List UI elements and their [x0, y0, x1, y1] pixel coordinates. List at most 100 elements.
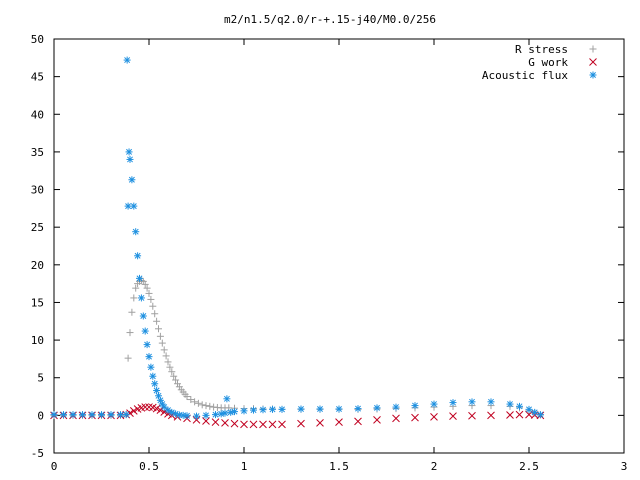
data-point: [515, 410, 524, 419]
data-point: [88, 411, 96, 419]
x-tick: 1.5: [329, 39, 349, 473]
legend-marker: [589, 45, 597, 53]
data-point: [230, 419, 239, 428]
data-point: [130, 294, 138, 302]
data-point: [174, 380, 181, 388]
data-point: [297, 419, 305, 428]
data-point: [211, 418, 220, 426]
data-point: [449, 399, 457, 407]
data-point: [151, 380, 159, 388]
data-point: [160, 403, 168, 411]
legend-marker: [589, 58, 597, 66]
data-point: [126, 329, 134, 337]
data-point: [191, 398, 199, 406]
y-tick: -5: [31, 447, 624, 460]
data-point: [107, 411, 115, 419]
x-tick-label: 0: [51, 460, 58, 473]
data-point: [147, 295, 155, 303]
legend-entry: G work: [528, 56, 597, 69]
data-point: [156, 396, 164, 404]
data-point: [430, 413, 438, 421]
chart-title: m2/n1.5/q2.0/r-+.15-j40/M0.0/256: [224, 13, 436, 26]
data-point: [129, 406, 138, 415]
data-point: [316, 405, 324, 413]
y-tick-label: 5: [37, 372, 44, 385]
data-point: [335, 418, 343, 426]
data-point: [122, 411, 130, 419]
data-point: [156, 332, 164, 340]
data-point: [525, 405, 533, 413]
data-point: [139, 312, 147, 320]
data-point: [170, 372, 178, 380]
y-tick-label: 10: [31, 334, 44, 347]
plot-border: [53, 38, 625, 454]
data-point: [166, 363, 174, 371]
data-point: [125, 148, 133, 156]
y-tick: 40: [31, 108, 624, 121]
y-tick-label: 30: [31, 184, 44, 197]
data-point: [153, 387, 161, 395]
data-point: [183, 393, 191, 401]
data-point: [198, 401, 206, 409]
y-tick: 30: [31, 184, 624, 197]
y-tick: 25: [31, 221, 624, 234]
data-point: [194, 399, 202, 407]
data-point: [141, 280, 149, 288]
data-point: [516, 402, 523, 410]
data-point: [137, 294, 145, 302]
data-point: [354, 405, 362, 413]
series-acoustic-flux: [50, 56, 544, 420]
data-point: [145, 353, 153, 361]
data-point: [123, 56, 131, 64]
x-tick: 0: [51, 39, 58, 473]
data-point: [153, 317, 161, 325]
data-point: [202, 411, 210, 419]
data-point: [145, 403, 153, 411]
data-point: [151, 310, 159, 318]
data-points: [50, 56, 545, 429]
data-point: [128, 176, 136, 184]
data-point: [487, 398, 495, 406]
data-point: [354, 417, 362, 426]
data-point: [531, 408, 539, 416]
data-point: [240, 420, 248, 429]
data-point: [268, 420, 277, 429]
y-tick-label: 0: [37, 409, 44, 422]
y-tick-label: 20: [31, 259, 44, 272]
legend-label: R stress: [515, 43, 568, 56]
data-point: [449, 412, 457, 420]
data-point: [158, 339, 166, 347]
x-tick: 1: [241, 39, 247, 473]
data-point: [162, 352, 170, 360]
data-point: [297, 405, 305, 413]
data-point: [60, 411, 67, 419]
data-point: [278, 420, 286, 429]
data-point: [249, 420, 258, 429]
data-point: [223, 395, 231, 403]
data-point: [259, 420, 267, 429]
data-point: [250, 406, 257, 414]
y-tick-label: 40: [31, 108, 44, 121]
data-point: [98, 411, 105, 419]
y-tick-label: 35: [31, 146, 44, 159]
data-point: [175, 383, 183, 391]
data-point: [221, 419, 229, 427]
series-r-stress: [50, 277, 544, 419]
data-point: [411, 413, 419, 422]
data-point: [269, 405, 276, 413]
data-point: [430, 400, 438, 408]
data-point: [160, 346, 168, 354]
x-tick-label: 2: [431, 460, 438, 473]
data-point: [143, 341, 151, 349]
data-point: [212, 411, 219, 419]
legend-label: Acoustic flux: [482, 69, 568, 82]
data-point: [231, 408, 238, 416]
data-point: [392, 403, 400, 411]
x-tick: 0.5: [139, 39, 159, 473]
data-point: [202, 402, 210, 410]
data-point: [124, 354, 132, 362]
data-point: [259, 406, 267, 414]
data-point: [373, 416, 381, 424]
